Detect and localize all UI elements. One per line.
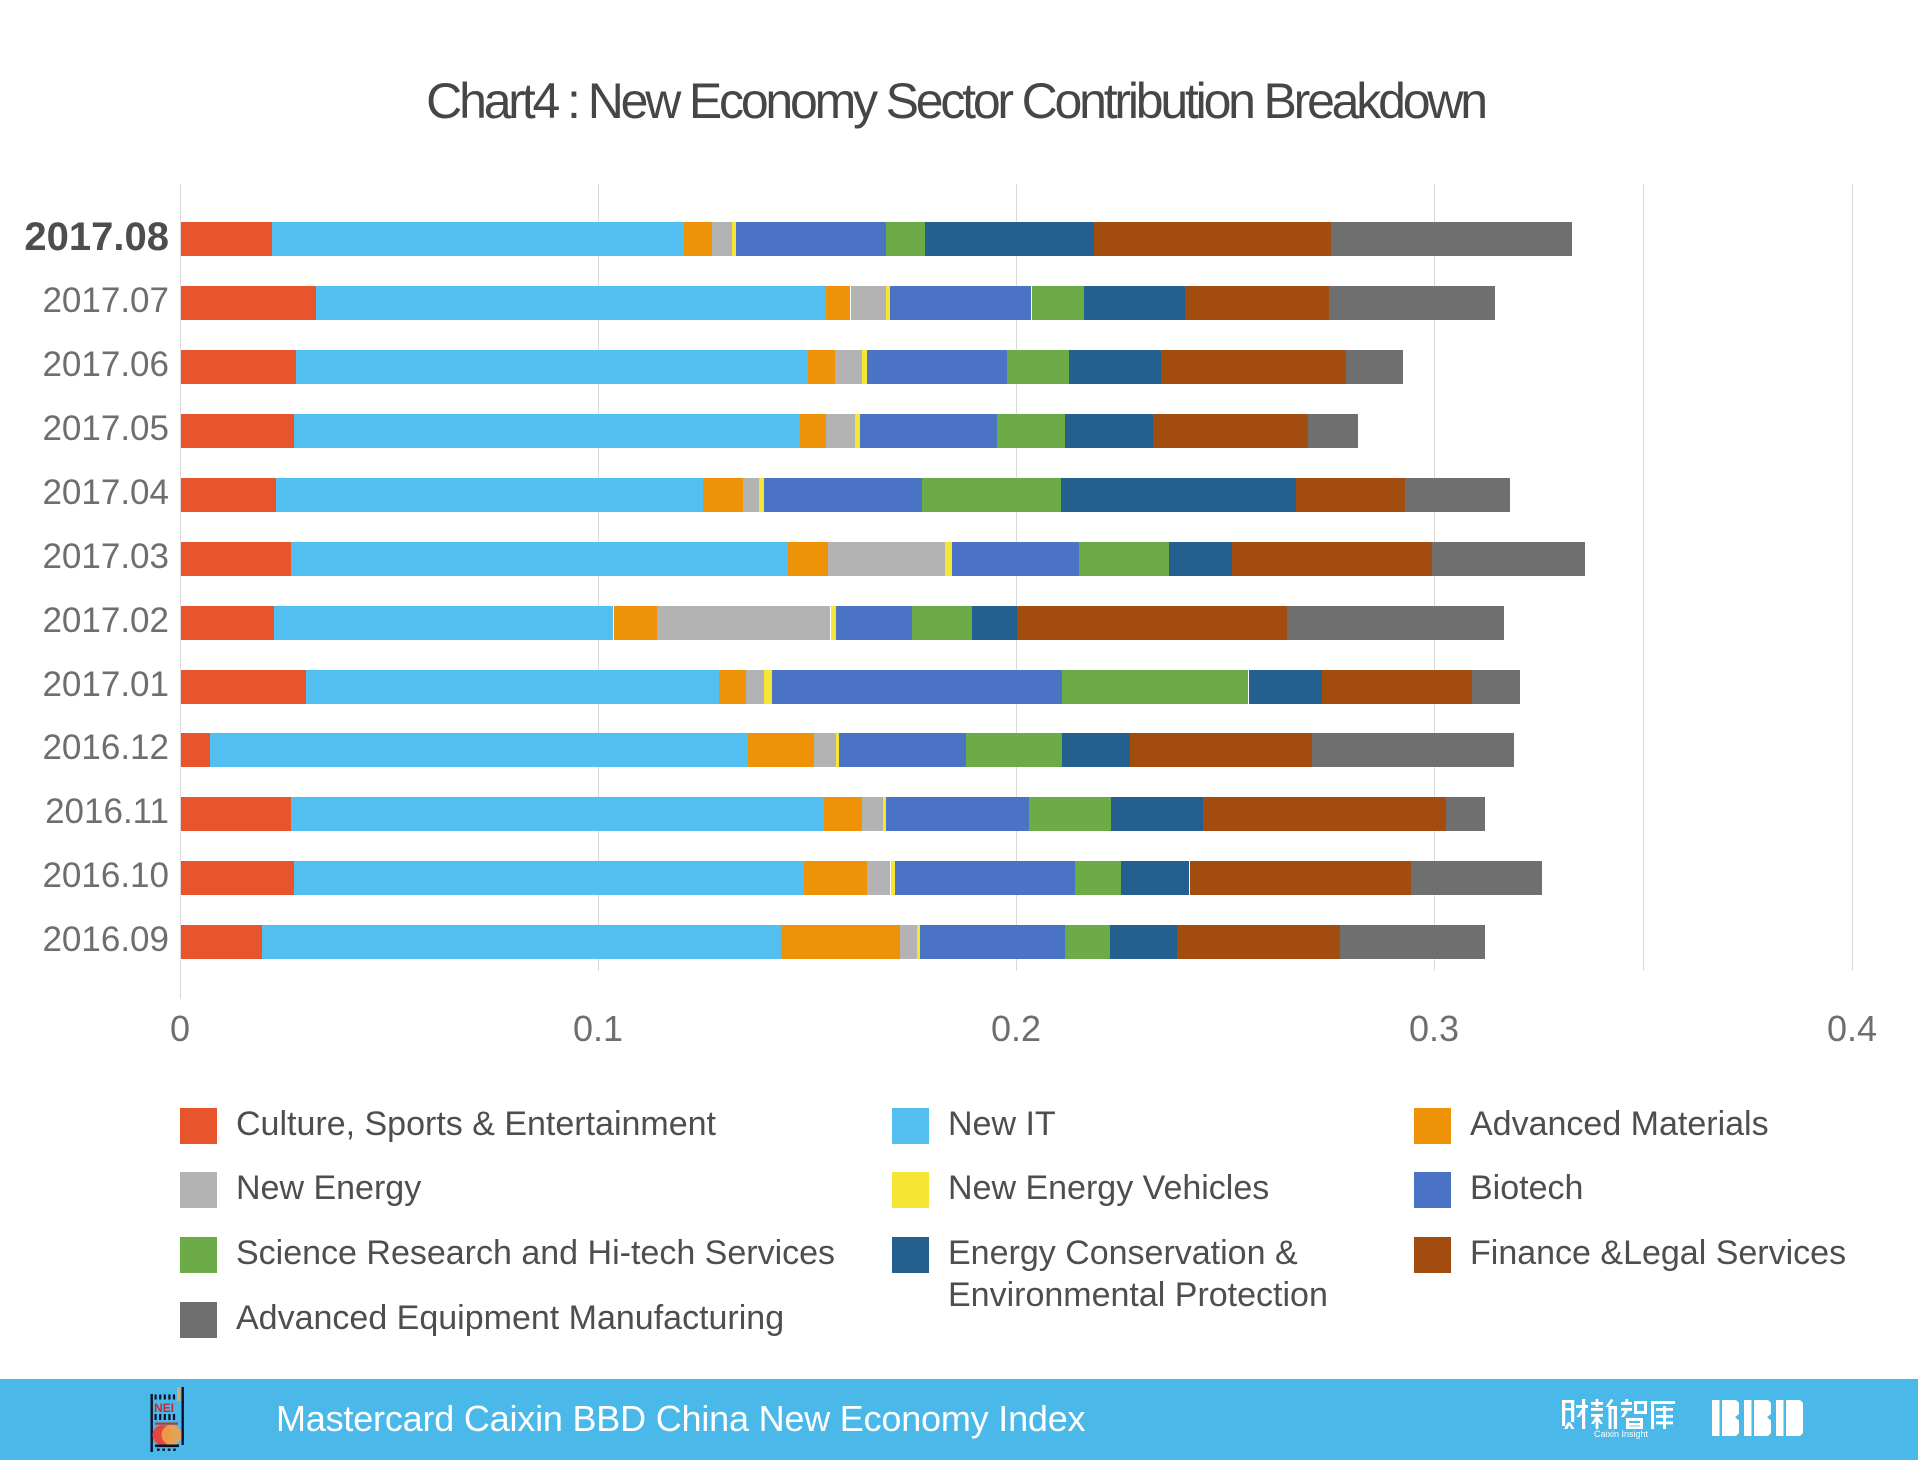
svg-text:NEI: NEI bbox=[154, 1401, 174, 1415]
